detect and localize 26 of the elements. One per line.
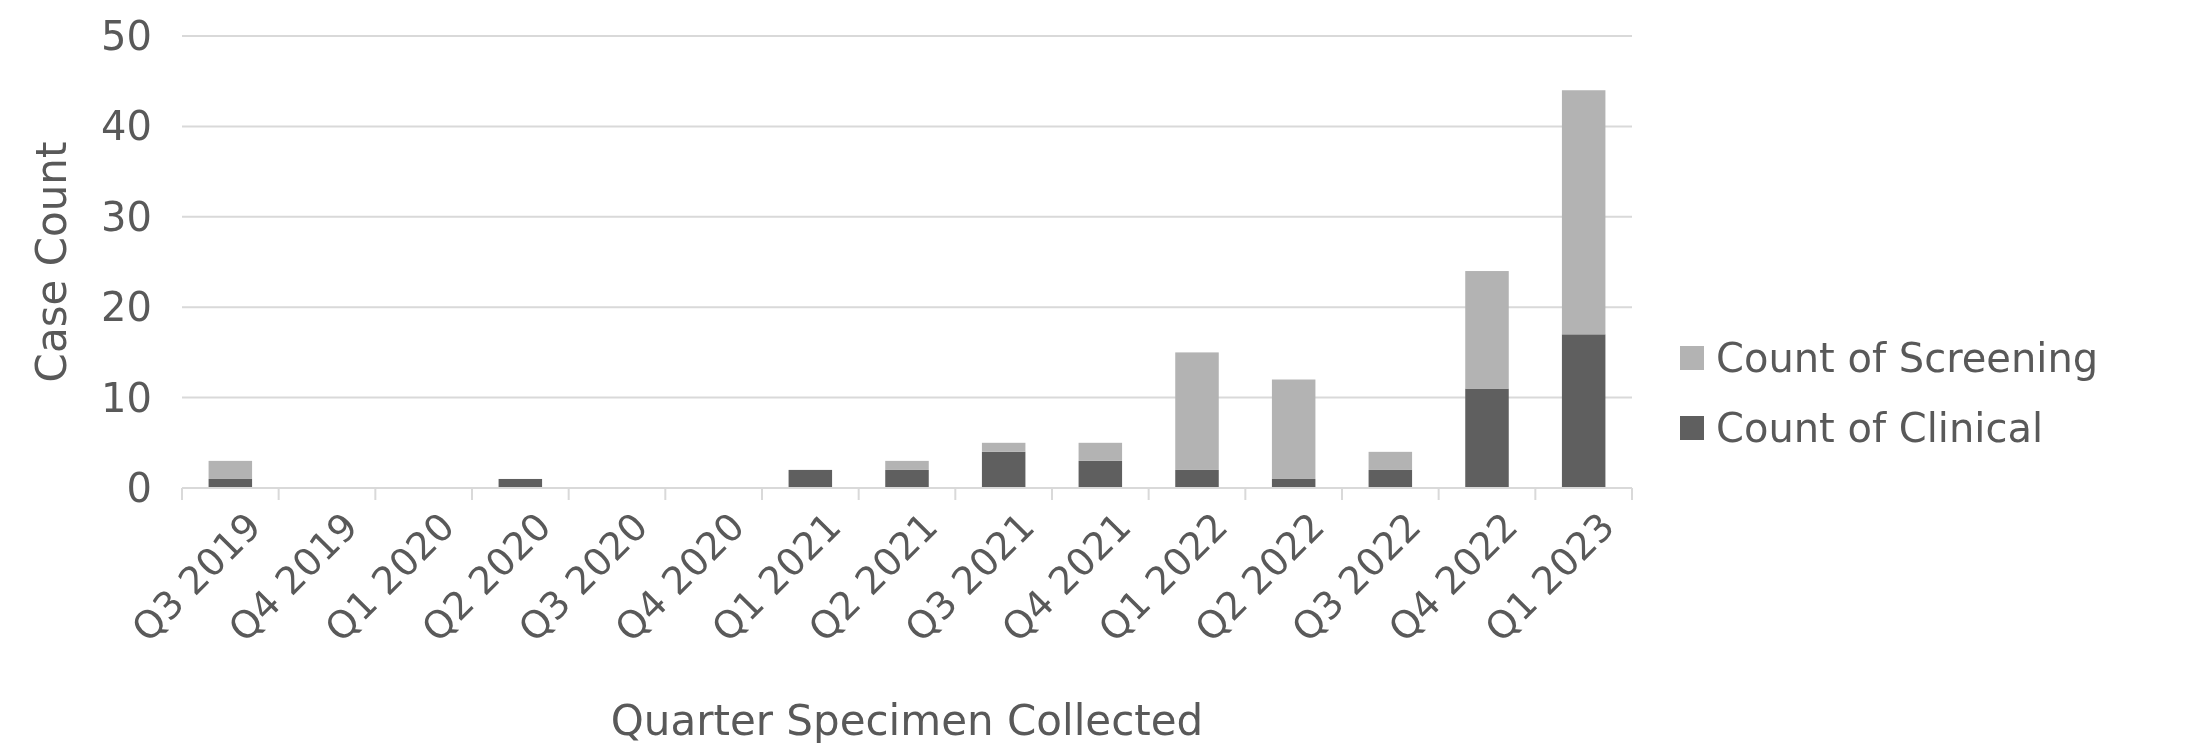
bar bbox=[981, 442, 1026, 452]
bar bbox=[885, 460, 929, 470]
y-tick-label: 40 bbox=[101, 103, 152, 150]
y-tick-label: 20 bbox=[101, 284, 152, 331]
legend-label: Count of Screening bbox=[1716, 335, 2099, 381]
y-tick-label: 30 bbox=[101, 193, 152, 240]
bar bbox=[1561, 90, 1606, 335]
y-axis-title: Case Count bbox=[27, 141, 76, 383]
bar bbox=[885, 469, 929, 488]
bar bbox=[1078, 442, 1123, 461]
legend-label: Count of Clinical bbox=[1716, 405, 2044, 451]
bar bbox=[1368, 469, 1413, 488]
bar bbox=[1465, 388, 1509, 488]
bar bbox=[1175, 469, 1219, 488]
bar bbox=[1465, 271, 1509, 389]
bar bbox=[788, 469, 833, 488]
bar bbox=[208, 460, 253, 479]
bar bbox=[981, 451, 1026, 488]
bar bbox=[1175, 352, 1219, 470]
y-tick-label: 0 bbox=[126, 465, 152, 511]
bar bbox=[1368, 451, 1413, 470]
bar bbox=[1561, 334, 1606, 488]
bar bbox=[1271, 379, 1316, 479]
y-tick-label: 10 bbox=[101, 374, 152, 421]
bar bbox=[1078, 460, 1123, 488]
y-tick-label: 50 bbox=[101, 13, 152, 59]
